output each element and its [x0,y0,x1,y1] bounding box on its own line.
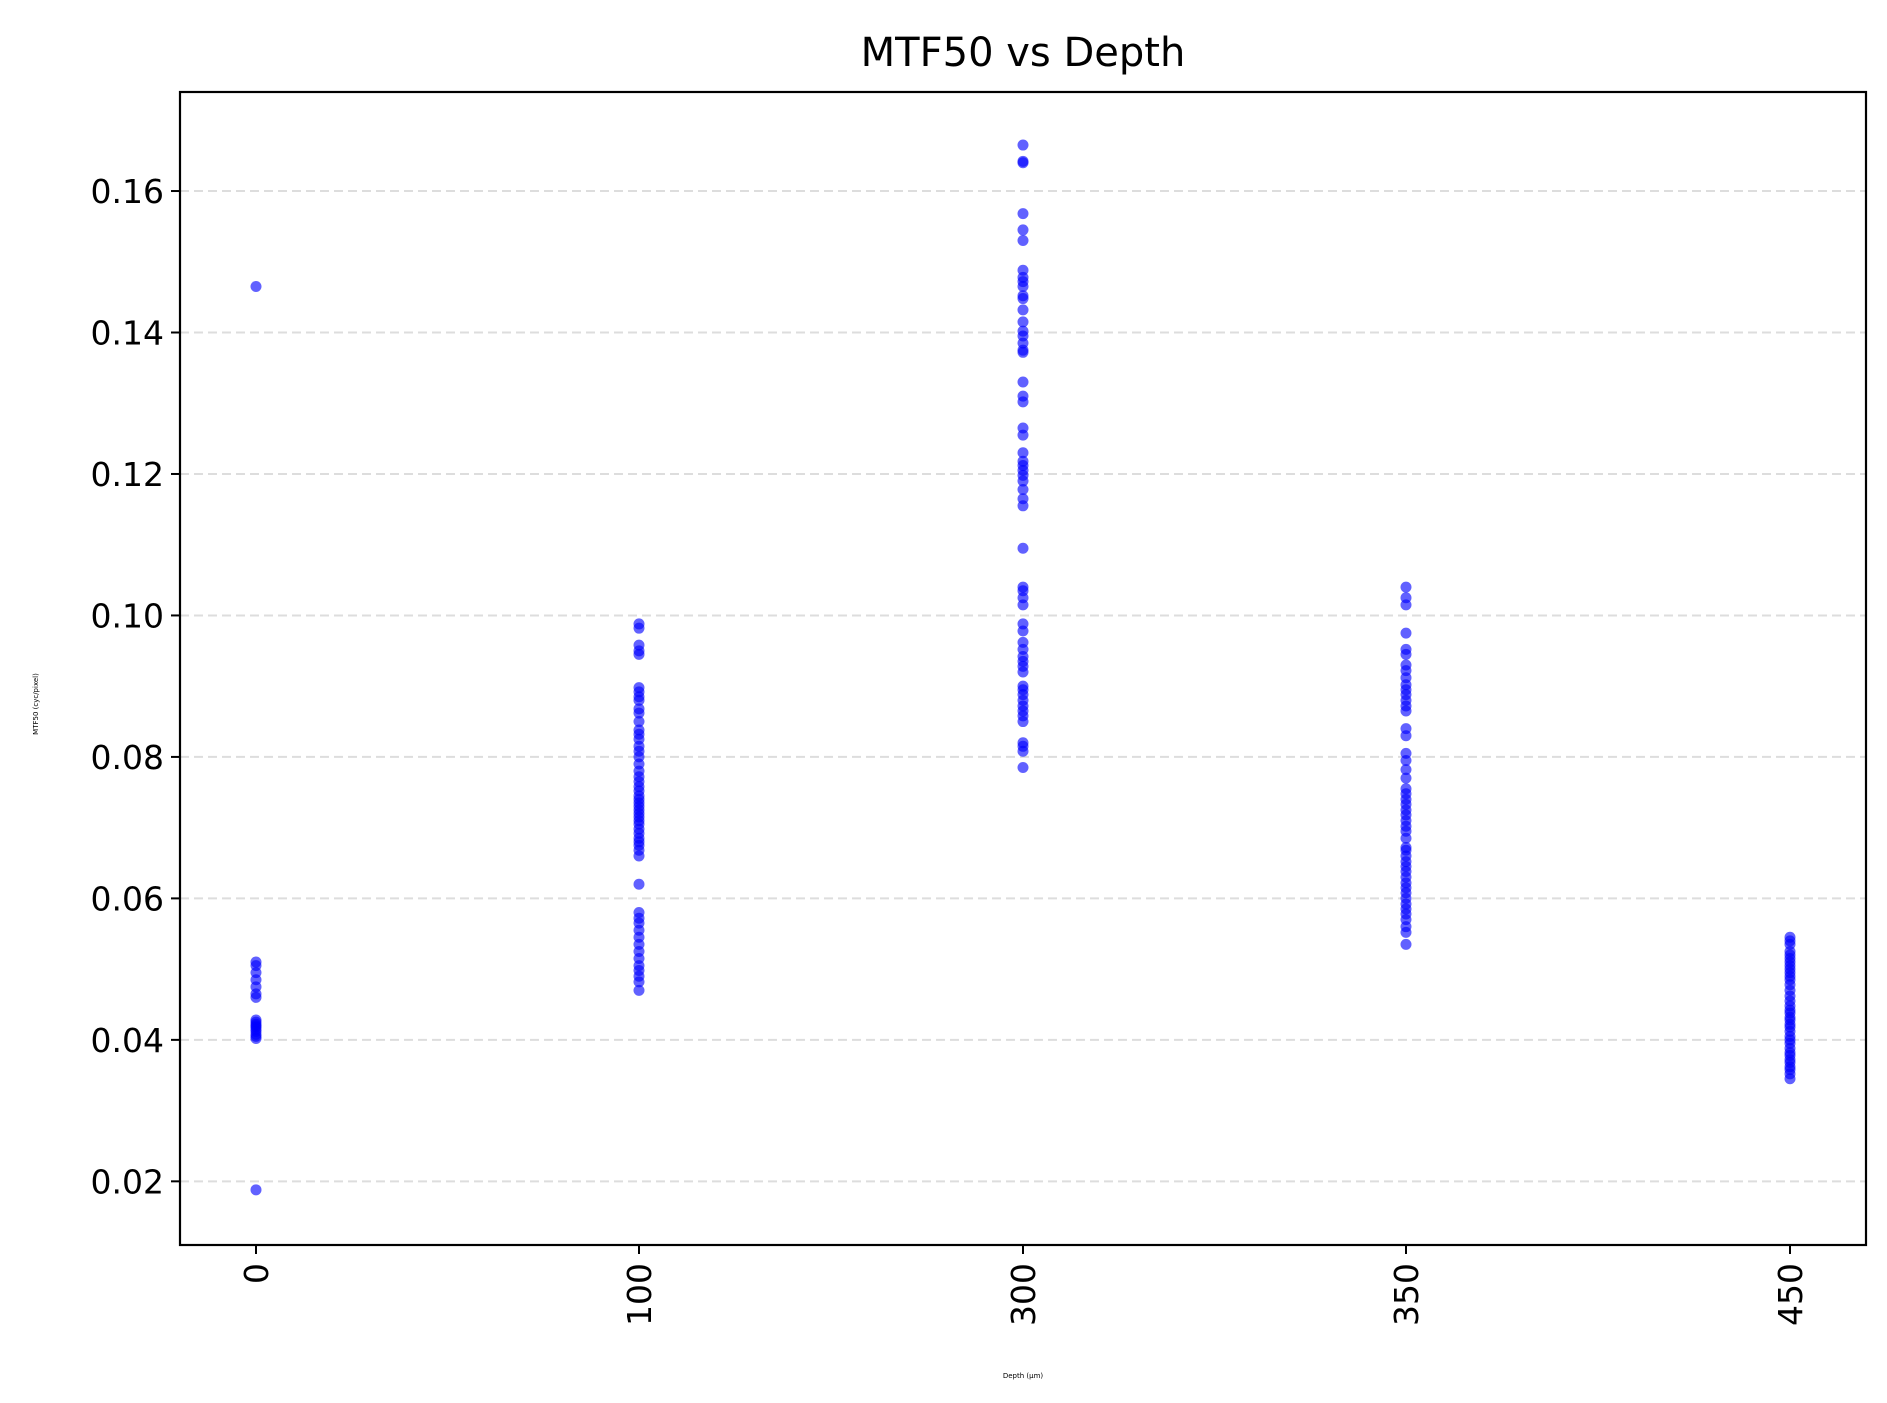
x-tick-label: 450 [1771,1263,1810,1326]
y-tick-label: 0.06 [91,879,164,918]
data-point-depth-100 [633,707,645,719]
data-point-depth-300 [1017,429,1029,441]
x-tick-label: 300 [1004,1263,1043,1326]
y-tick-label: 0.16 [91,172,164,211]
data-point-depth-350 [1400,648,1412,660]
y-tick-label: 0.02 [91,1162,164,1201]
y-tick-label: 0.12 [91,455,164,494]
data-point-depth-300 [1017,484,1029,496]
data-point-depth-100 [633,878,645,890]
data-point-depth-300 [1017,208,1029,220]
data-point-depth-450 [1784,1073,1796,1085]
y-tick-label: 0.08 [91,738,164,777]
data-point-depth-300 [1017,542,1029,554]
y-axis-label: MTF50 (cyc/pixel) [32,673,40,735]
data-point-depth-300 [1017,304,1029,316]
data-point-depth-300 [1017,475,1029,487]
data-point-depth-300 [1017,139,1029,151]
x-tick-label: 100 [620,1263,659,1326]
data-point-depth-350 [1400,764,1412,776]
y-tick-label: 0.14 [91,314,164,353]
x-tick-label: 0 [237,1263,276,1284]
data-point-depth-350 [1400,926,1412,938]
y-tick-label: 0.04 [91,1021,164,1060]
data-point-depth-300 [1017,762,1029,774]
y-tick-label: 0.10 [91,596,164,635]
data-points [250,139,1796,1196]
data-point-depth-350 [1400,730,1412,742]
data-point-depth-300 [1017,716,1029,728]
data-point-depth-0 [250,281,262,293]
data-point-depth-100 [633,716,645,728]
data-point-depth-300 [1017,157,1029,169]
data-point-depth-350 [1400,754,1412,766]
data-point-depth-300 [1017,666,1029,678]
data-point-depth-0 [250,1184,262,1196]
data-point-depth-100 [633,850,645,862]
y-axis: 0.02 0.04 0.06 0.08 0.10 0.12 0.14 0.16 [91,172,180,1201]
data-point-depth-350 [1400,627,1412,639]
data-point-depth-300 [1017,293,1029,305]
data-point-depth-300 [1017,235,1029,247]
data-point-depth-0 [250,991,262,1003]
data-point-depth-350 [1400,705,1412,717]
data-point-depth-100 [633,622,645,634]
data-point-depth-100 [633,984,645,996]
x-axis-label: Depth (µm) [1003,1372,1044,1380]
data-point-depth-100 [633,976,645,988]
data-point-depth-300 [1017,316,1029,328]
data-point-depth-300 [1017,745,1029,757]
data-point-depth-100 [633,694,645,706]
data-point-depth-300 [1017,599,1029,611]
data-point-depth-300 [1017,376,1029,388]
data-point-depth-300 [1017,224,1029,236]
data-point-depth-350 [1400,938,1412,950]
data-point-depth-0 [250,1032,262,1044]
data-point-depth-300 [1017,396,1029,408]
data-point-depth-100 [633,648,645,660]
data-point-depth-350 [1400,772,1412,784]
data-point-depth-300 [1017,625,1029,637]
data-point-depth-350 [1400,832,1412,844]
data-point-depth-300 [1017,346,1029,358]
data-point-depth-300 [1017,447,1029,459]
data-point-depth-300 [1017,281,1029,293]
chart-title: MTF50 vs Depth [861,30,1186,76]
x-tick-label: 350 [1387,1263,1426,1326]
x-axis: 0 100 300 350 450 [237,1245,1810,1326]
data-point-depth-300 [1017,500,1029,512]
data-point-depth-350 [1400,599,1412,611]
data-point-depth-350 [1400,581,1412,593]
